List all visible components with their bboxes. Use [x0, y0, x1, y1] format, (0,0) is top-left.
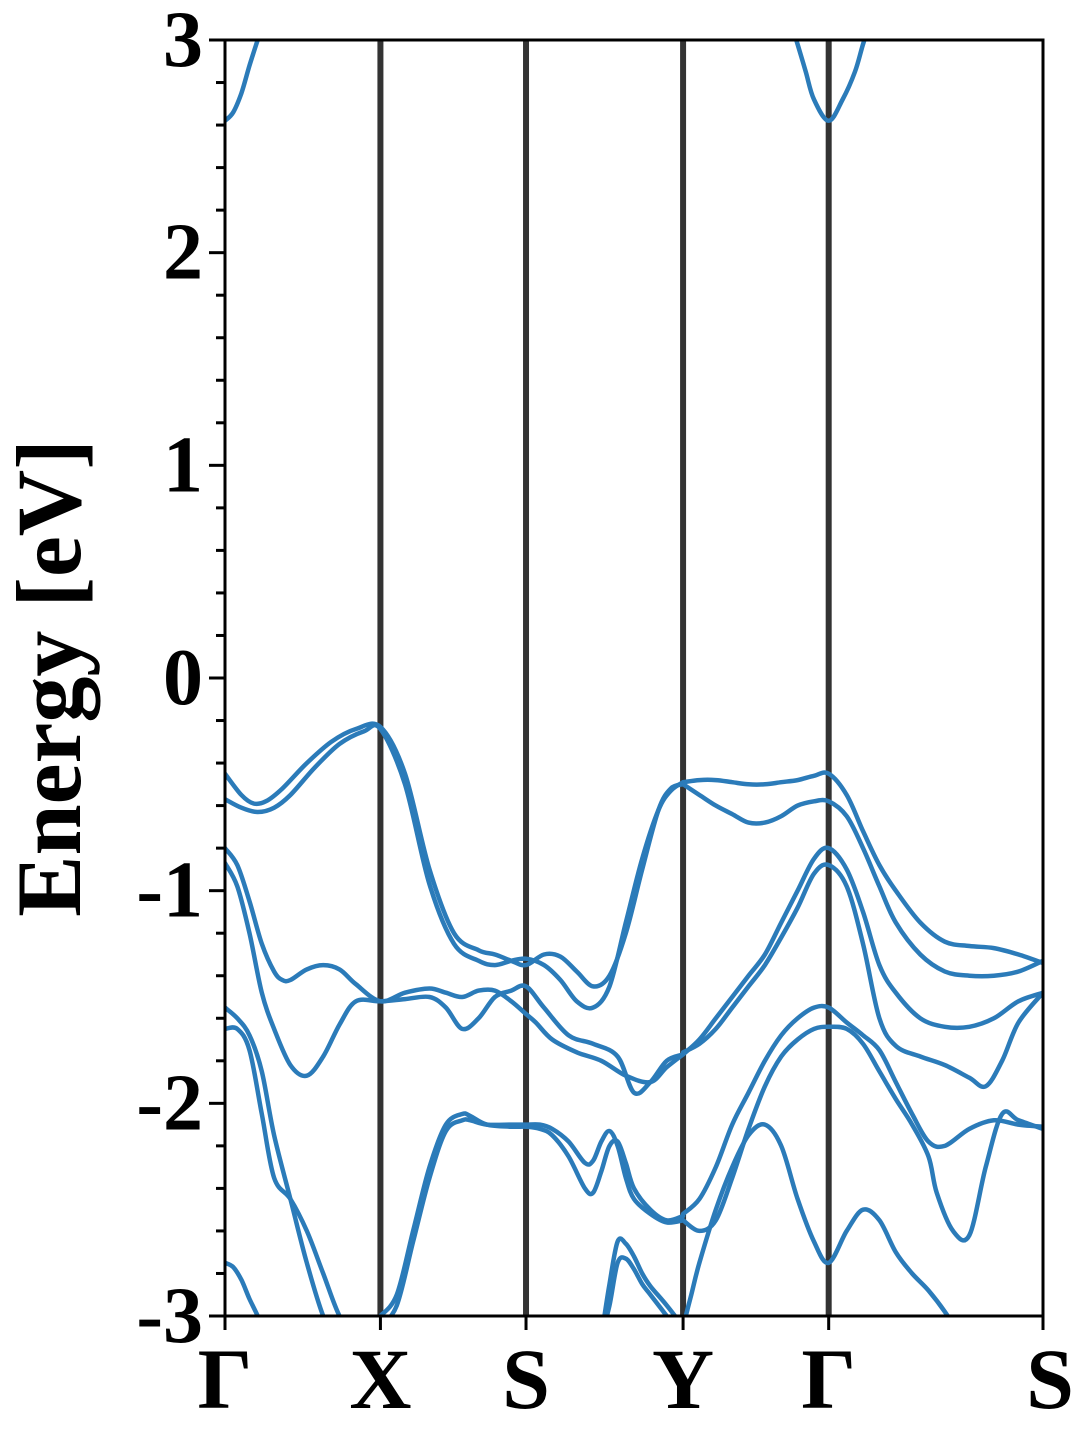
band-line-3 [225, 860, 686, 1096]
y-tick-label: -3 [136, 1272, 203, 1360]
band-line-18 [683, 1122, 951, 1316]
band-lines [225, 40, 1043, 1316]
band-line-19 [793, 40, 867, 124]
band-line-9 [388, 1117, 686, 1316]
x-tick-label: Γ [801, 1331, 856, 1427]
band-line-12 [680, 770, 1043, 966]
band-line-5 [225, 1025, 343, 1316]
y-axis-label: Energy [eV] [0, 439, 100, 917]
band-line-2 [225, 845, 686, 1085]
y-tick-label: 2 [163, 209, 203, 297]
band-line-11 [604, 1255, 670, 1316]
band-line-14 [680, 845, 1043, 1057]
x-tick-label: X [349, 1331, 411, 1427]
band-line-16 [680, 1003, 1043, 1217]
plot-frame [223, 38, 1045, 1318]
y-tick-label: 1 [163, 421, 203, 509]
band-line-1 [225, 722, 686, 1011]
x-tick-label: S [1026, 1331, 1074, 1427]
y-tick-label: -2 [136, 1059, 203, 1147]
band-line-10 [602, 1236, 678, 1316]
band-line-7 [225, 40, 261, 124]
band-line-13 [680, 782, 1043, 979]
x-tick-label: Γ [198, 1331, 253, 1427]
band-line-8 [378, 1111, 686, 1316]
x-tick-label: Y [652, 1331, 714, 1427]
high-symmetry-lines [377, 40, 832, 1316]
y-tick-label: -1 [136, 847, 203, 935]
y-tick-label: 3 [163, 0, 203, 84]
y-axis-ticks: 3 2 1 0 -1 -2 -3 [136, 0, 225, 1360]
band-line-15 [680, 862, 1043, 1090]
band-line-0 [225, 721, 686, 989]
band-line-6 [225, 1260, 261, 1316]
x-tick-label: S [502, 1331, 550, 1427]
y-tick-label: 0 [163, 634, 203, 722]
